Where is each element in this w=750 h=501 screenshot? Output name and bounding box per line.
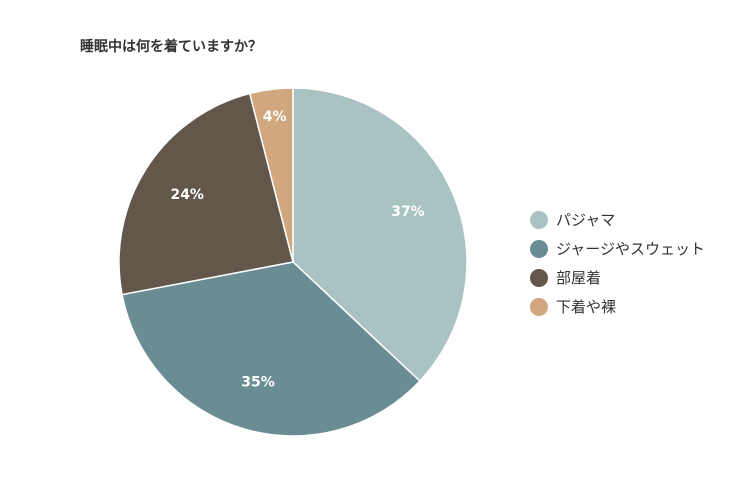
legend: パジャマ ジャージやスウェット 部屋着 下着や裸: [530, 205, 705, 321]
legend-item[interactable]: パジャマ: [530, 205, 705, 234]
data-label: 35%: [241, 374, 275, 390]
legend-swatch: [530, 297, 548, 316]
legend-label: 下着や裸: [556, 298, 617, 316]
data-label: 4%: [263, 109, 287, 125]
pie-slice[interactable]: [248, 87, 294, 263]
legend-label: パジャマ: [556, 211, 616, 229]
data-label: 24%: [170, 187, 204, 203]
pie-slice[interactable]: [118, 92, 294, 296]
pie-labels: 37% 35% 24% 4%: [170, 109, 424, 390]
pie-slice[interactable]: [292, 87, 468, 383]
legend-swatch: [530, 268, 548, 287]
pie-slice[interactable]: [121, 261, 421, 437]
legend-item[interactable]: 下着や裸: [530, 292, 705, 321]
legend-item[interactable]: 部屋着: [530, 263, 705, 292]
legend-swatch: [530, 239, 548, 258]
legend-label: ジャージやスウェット: [556, 240, 705, 258]
chart-title: 睡眠中は何を着ていますか？: [80, 39, 262, 55]
pie-slices: [118, 87, 468, 437]
legend-item[interactable]: ジャージやスウェット: [530, 234, 705, 263]
legend-label: 部屋着: [556, 269, 602, 287]
data-label: 37%: [391, 204, 425, 220]
legend-swatch: [530, 210, 548, 229]
